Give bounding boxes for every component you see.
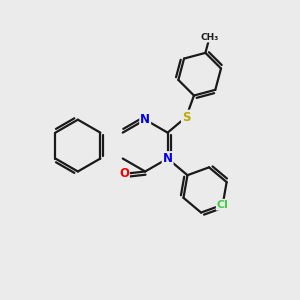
Text: N: N — [140, 113, 150, 126]
Text: S: S — [182, 111, 190, 124]
Text: CH₃: CH₃ — [200, 33, 219, 42]
Text: N: N — [163, 152, 172, 165]
Text: O: O — [119, 167, 129, 180]
Text: Cl: Cl — [217, 200, 229, 210]
